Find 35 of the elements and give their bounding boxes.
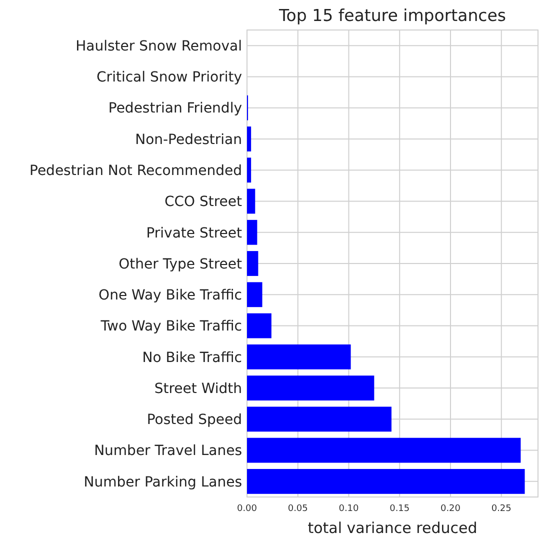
y-tick-label: Pedestrian Not Recommended xyxy=(30,163,242,179)
y-tick-label: Haulster Snow Removal xyxy=(76,38,242,54)
x-tick-label: 0.00 xyxy=(236,504,258,514)
y-tick-label: Pedestrian Friendly xyxy=(108,100,242,117)
y-tick-label: Critical Snow Priority xyxy=(96,70,242,86)
y-tick-label: Number Travel Lanes xyxy=(94,443,242,460)
bar xyxy=(247,468,525,494)
bar xyxy=(247,313,272,338)
bar xyxy=(247,188,256,214)
bar xyxy=(247,282,262,308)
chart-title: Top 15 feature importances xyxy=(278,6,506,25)
bar xyxy=(247,158,252,183)
bar xyxy=(247,251,258,276)
bar xyxy=(247,126,252,152)
x-tick-label: 0.15 xyxy=(390,504,410,514)
x-tick-label: 0.10 xyxy=(338,504,360,514)
y-tick-label: Non-Pedestrian xyxy=(135,132,242,148)
bar xyxy=(247,344,351,370)
y-tick-label: Posted Speed xyxy=(146,412,242,428)
bar xyxy=(247,376,374,400)
x-tick-label: 0.20 xyxy=(440,504,461,514)
bar xyxy=(247,438,521,463)
x-tick-label: 0.25 xyxy=(491,504,512,514)
x-axis-title: total variance reduced xyxy=(308,519,478,537)
x-tick-label: 0.05 xyxy=(288,504,308,514)
y-tick-label: Street Width xyxy=(154,380,242,397)
y-tick-label: CCO Street xyxy=(164,194,243,210)
bar xyxy=(247,220,258,245)
y-tick-label: Private Street xyxy=(146,225,242,242)
y-tick-label: No Bike Traffic xyxy=(142,350,242,366)
y-tick-label: Two Way Bike Traffic xyxy=(100,318,242,335)
bar xyxy=(247,406,392,432)
y-tick-label: One Way Bike Traffic xyxy=(98,288,242,304)
y-tick-label: Other Type Street xyxy=(118,256,242,272)
y-tick-label: Number Parking Lanes xyxy=(84,474,242,490)
